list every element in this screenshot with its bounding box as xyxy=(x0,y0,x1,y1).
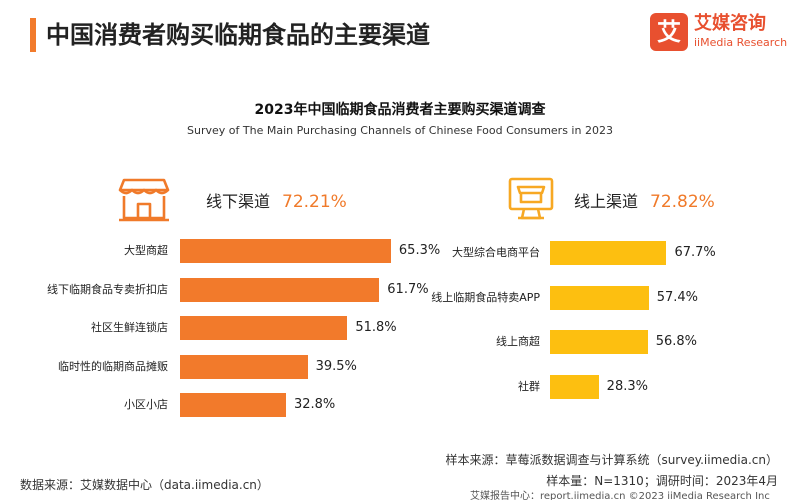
offline-panel-total: 72.21% xyxy=(282,192,347,212)
offline-bar xyxy=(180,393,286,417)
chart-subtitle: Survey of The Main Purchasing Channels o… xyxy=(187,124,613,137)
offline-bar xyxy=(180,316,348,340)
logo-name-cn: 艾媒咨询 xyxy=(694,13,766,34)
online-value-label: 28.3% xyxy=(606,378,648,394)
online-shop-icon xyxy=(508,177,554,220)
online-category-label: 社群 xyxy=(518,379,540,393)
online-value-label: 67.7% xyxy=(674,245,716,260)
online-value-label: 56.8% xyxy=(655,334,697,349)
data-source: 数据来源：艾媒数据中心（data.iimedia.cn） xyxy=(20,478,269,492)
logo-mark: 艾 xyxy=(650,13,688,51)
copyright: 艾媒报告中心：report.iimedia.cn ©2023 iiMedia R… xyxy=(470,491,770,500)
online-panel-label: 线上渠道 xyxy=(574,192,639,211)
offline-bar xyxy=(180,354,308,379)
brand-logo: 艾 艾媒咨询 iiMedia Research xyxy=(650,10,790,54)
offline-bar xyxy=(180,277,380,302)
offline-category-label: 社区生鲜连锁店 xyxy=(91,321,168,334)
offline-category-label: 临时性的临期商品摊贩 xyxy=(58,359,168,373)
offline-category-label: 小区小店 xyxy=(124,398,168,411)
online-category-label: 线上商超 xyxy=(496,335,540,348)
online-value-label: 57.4% xyxy=(656,289,699,305)
sample-source: 样本来源：草莓派数据调查与计算系统（survey.iimedia.cn） xyxy=(445,453,778,467)
online-bar xyxy=(550,241,667,265)
storefront-icon xyxy=(118,178,170,222)
offline-panel-label: 线下渠道 xyxy=(206,192,271,211)
title-accent-bar xyxy=(30,18,36,52)
offline-value-label: 32.8% xyxy=(293,397,336,412)
offline-value-label: 39.5% xyxy=(315,358,357,374)
online-bar xyxy=(550,285,649,310)
online-bar xyxy=(550,330,648,354)
logo-name-en: iiMedia Research xyxy=(694,36,788,49)
online-category-label: 线上临期食品特卖APP xyxy=(431,290,540,304)
online-category-label: 大型综合电商平台 xyxy=(452,246,540,259)
sample-size: 样本量：N=1310；调研时间：2023年4月 xyxy=(546,474,778,488)
offline-value-label: 61.7% xyxy=(387,281,429,297)
offline-value-label: 51.8% xyxy=(355,320,397,335)
online-bar xyxy=(550,374,599,399)
offline-category-label: 大型商超 xyxy=(124,244,168,257)
offline-bar xyxy=(180,239,391,263)
online-panel-total: 72.82% xyxy=(650,192,715,212)
page-title: 中国消费者购买临期食品的主要渠道 xyxy=(46,21,430,49)
chart-title: 2023年中国临期食品消费者主要购买渠道调查 xyxy=(254,102,546,118)
offline-category-label: 线下临期食品专卖折扣店 xyxy=(47,282,168,296)
offline-value-label: 65.3% xyxy=(398,243,441,258)
